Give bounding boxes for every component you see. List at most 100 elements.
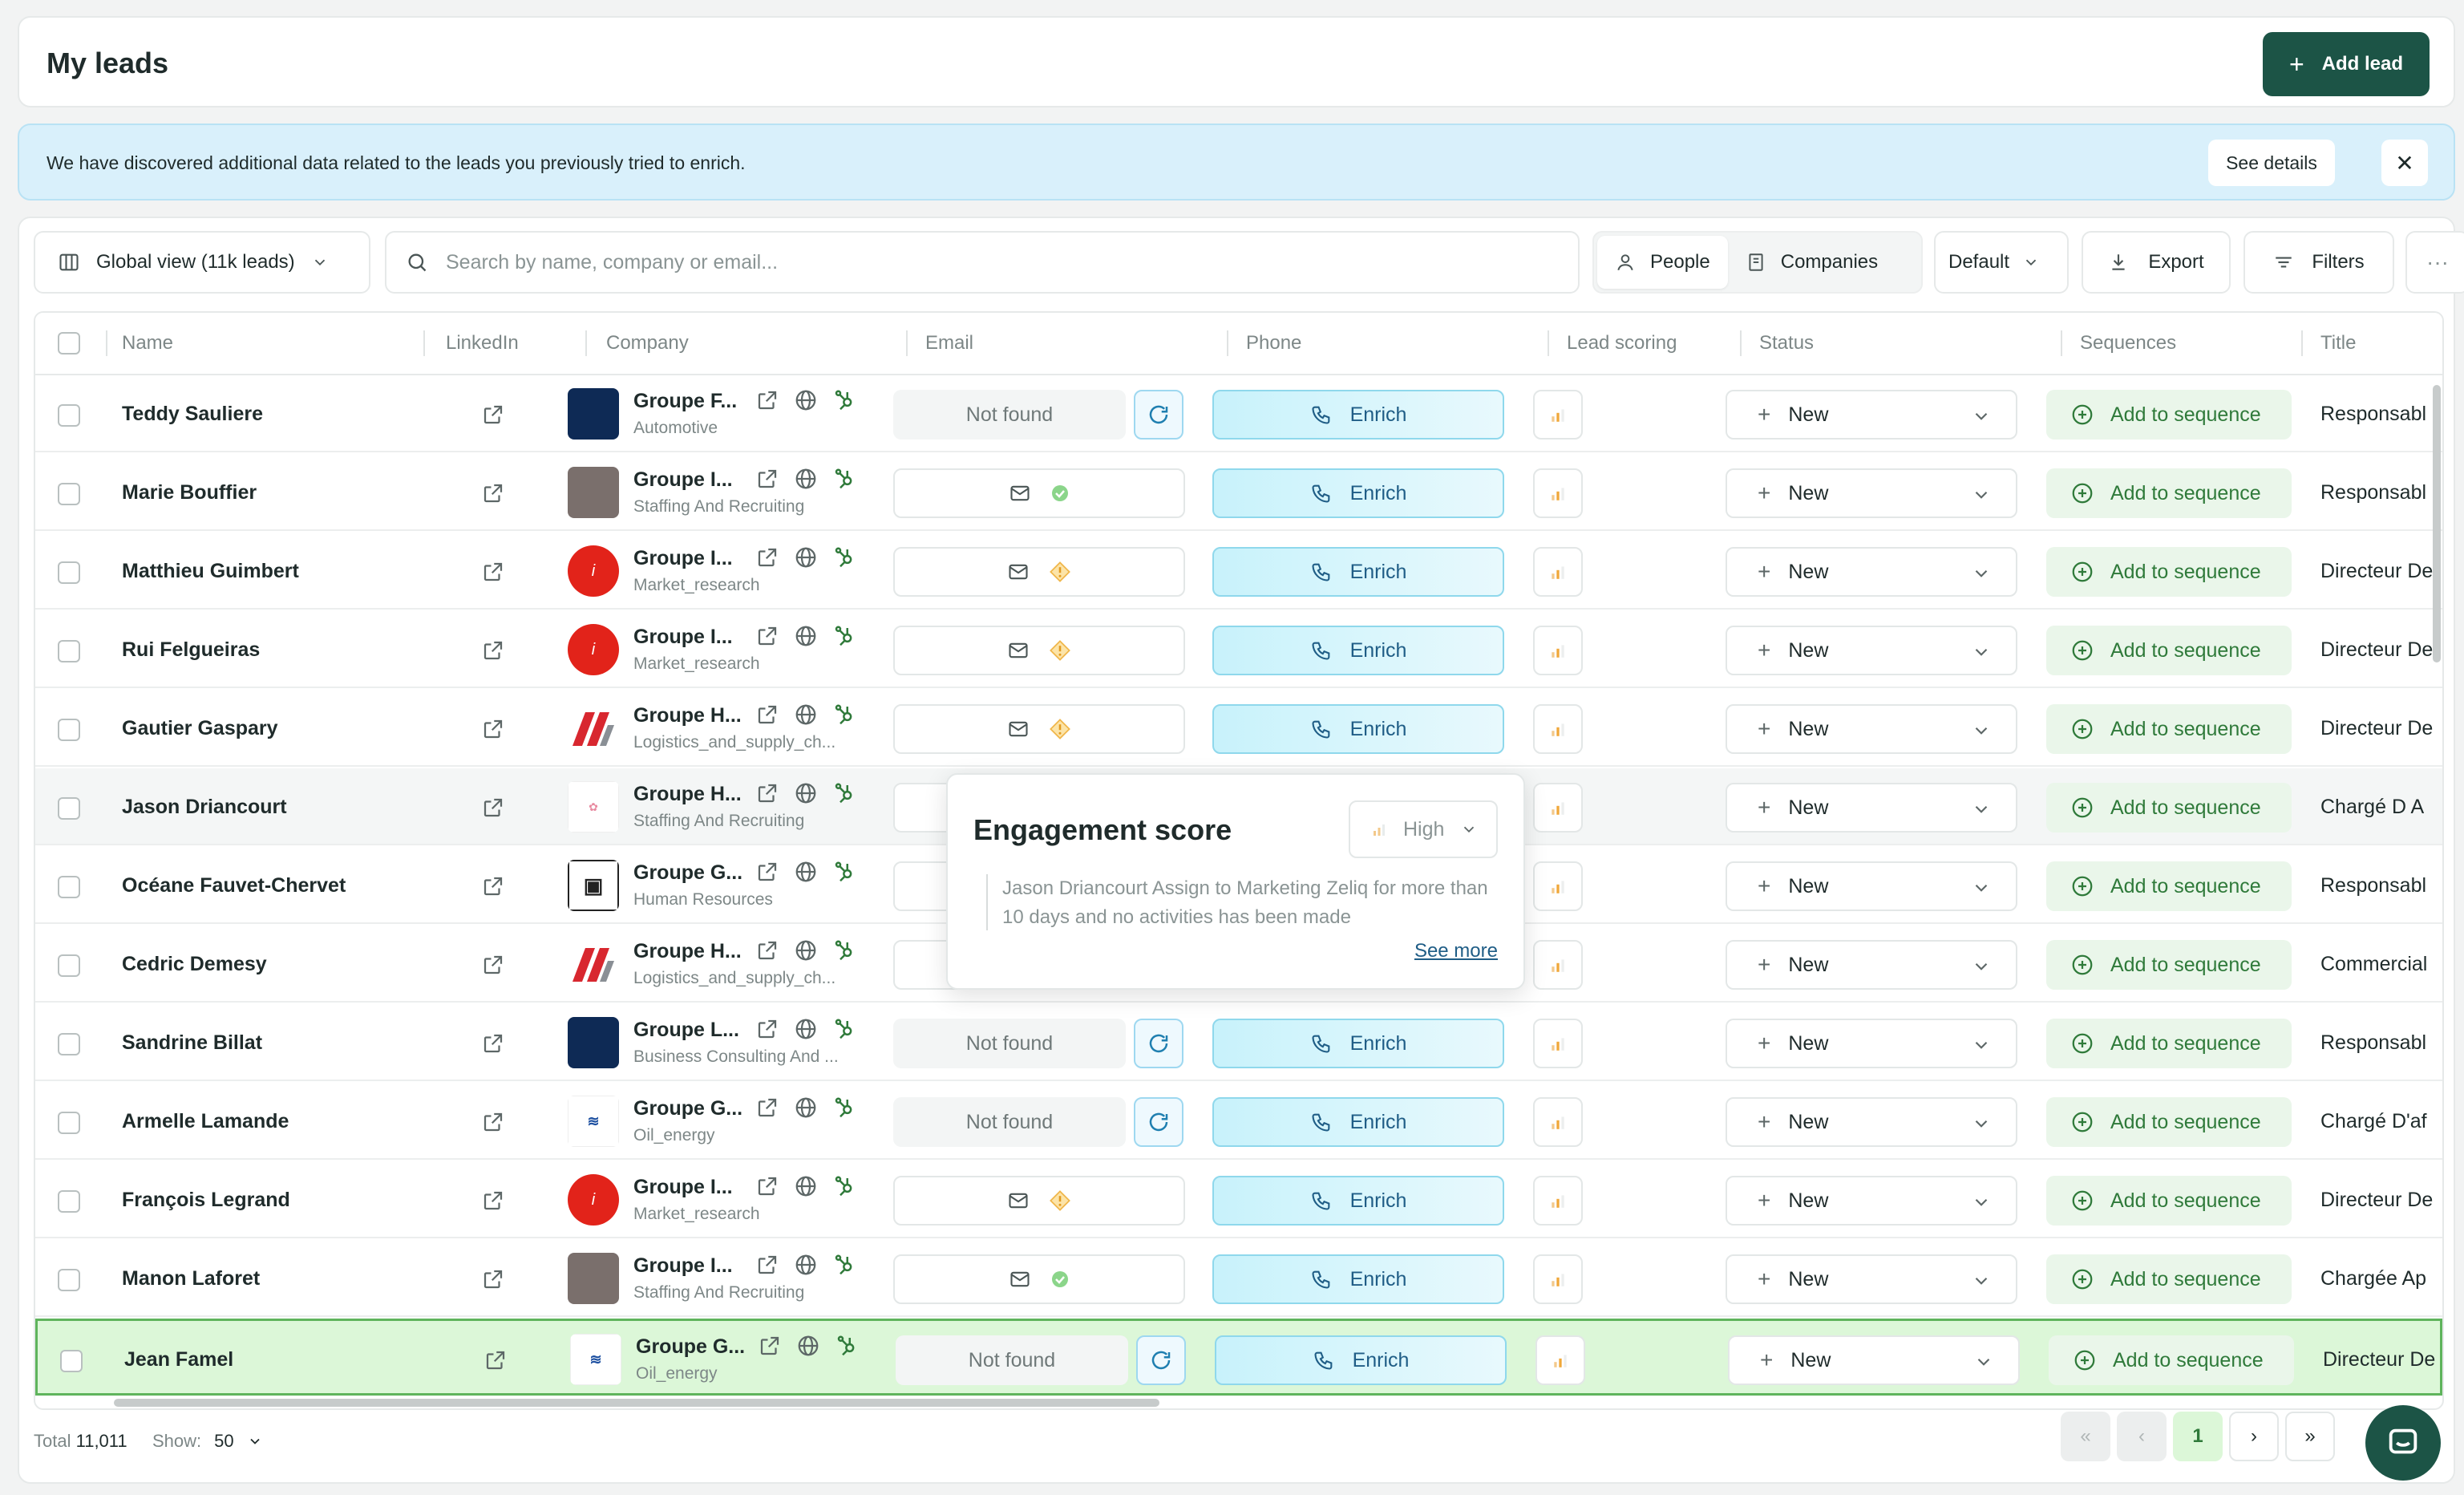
company-link[interactable]	[755, 545, 779, 569]
crm-link[interactable]	[832, 860, 856, 884]
column-company[interactable]: Company	[606, 332, 689, 354]
crm-link[interactable]	[832, 938, 856, 962]
company-website[interactable]	[794, 781, 818, 805]
company-name[interactable]: Groupe G...	[636, 1335, 746, 1358]
crm-link[interactable]	[832, 1017, 856, 1041]
row-checkbox[interactable]	[58, 1033, 80, 1055]
company-link[interactable]	[758, 1334, 782, 1358]
table-row[interactable]: Manon Laforet Groupe I... Staffing And Rec…	[35, 1240, 2442, 1317]
add-to-sequence-button[interactable]: Add to sequence	[2046, 1176, 2292, 1226]
linkedin-link[interactable]	[481, 796, 505, 820]
column-linkedin[interactable]: LinkedIn	[446, 332, 519, 354]
linkedin-link[interactable]	[481, 874, 505, 898]
prev-page-icon[interactable]: ‹	[2117, 1412, 2167, 1461]
company-website[interactable]	[794, 938, 818, 962]
company-name[interactable]: Groupe G...	[633, 1097, 743, 1120]
row-checkbox[interactable]	[58, 1112, 80, 1134]
lead-name[interactable]: Armelle Lamande	[122, 1110, 289, 1132]
search-input[interactable]	[446, 250, 1568, 274]
company-link[interactable]	[755, 781, 779, 805]
page-size-select[interactable]: Show: 50	[152, 1431, 263, 1452]
company-website[interactable]	[794, 1253, 818, 1277]
lead-score[interactable]	[1533, 783, 1583, 833]
table-row[interactable]: Marie Bouffier Groupe I... Staffing And Re…	[35, 454, 2442, 531]
status-select[interactable]: + New	[1726, 390, 2017, 440]
status-select[interactable]: + New	[1726, 940, 2017, 990]
crm-link[interactable]	[832, 467, 856, 491]
lead-name[interactable]: Jean Famel	[124, 1348, 234, 1371]
company-name[interactable]: Groupe I...	[633, 1254, 733, 1277]
lead-score[interactable]	[1533, 861, 1583, 911]
company-name[interactable]: Groupe I...	[633, 626, 733, 648]
first-page-icon[interactable]: «	[2061, 1412, 2110, 1461]
lead-score[interactable]	[1535, 1335, 1585, 1385]
retry-email-button[interactable]	[1134, 1097, 1183, 1147]
company-name[interactable]: Groupe F...	[633, 390, 738, 412]
view-select[interactable]: Global view (11k leads)	[34, 231, 370, 294]
export-button[interactable]: Export	[2082, 231, 2231, 294]
crm-link[interactable]	[832, 1174, 856, 1198]
table-row[interactable]: Sandrine Billat Groupe L... Business Consu…	[35, 1004, 2442, 1081]
company-name[interactable]: Groupe L...	[633, 1019, 739, 1041]
linkedin-link[interactable]	[481, 403, 505, 427]
row-checkbox[interactable]	[58, 404, 80, 427]
lead-score[interactable]	[1533, 940, 1583, 990]
add-to-sequence-button[interactable]: Add to sequence	[2046, 626, 2292, 675]
sort-select[interactable]: Default	[1934, 231, 2069, 294]
enrich-phone-button[interactable]: Enrich	[1212, 626, 1504, 675]
add-lead-button[interactable]: + Add lead	[2263, 32, 2430, 96]
linkedin-link[interactable]	[481, 1189, 505, 1213]
column-status[interactable]: Status	[1759, 332, 1815, 354]
row-checkbox[interactable]	[58, 797, 80, 820]
chat-support-button[interactable]	[2365, 1405, 2441, 1481]
lead-name[interactable]: Rui Felgueiras	[122, 638, 261, 661]
lead-name[interactable]: Marie Bouffier	[122, 481, 257, 504]
column-phone[interactable]: Phone	[1246, 332, 1302, 354]
table-row[interactable]: Teddy Sauliere Groupe F... Automotive Not f…	[35, 375, 2442, 452]
status-select[interactable]: + New	[1726, 626, 2017, 675]
company-link[interactable]	[755, 1017, 779, 1041]
add-to-sequence-button[interactable]: Add to sequence	[2046, 1254, 2292, 1304]
status-select[interactable]: + New	[1726, 547, 2017, 597]
company-website[interactable]	[794, 545, 818, 569]
retry-email-button[interactable]	[1134, 1019, 1183, 1068]
lead-name[interactable]: Océane Fauvet-Chervet	[122, 874, 346, 897]
crm-link[interactable]	[832, 545, 856, 569]
company-website[interactable]	[794, 860, 818, 884]
company-website[interactable]	[794, 624, 818, 648]
row-checkbox[interactable]	[58, 640, 80, 662]
lead-name[interactable]: Manon Laforet	[122, 1267, 261, 1290]
status-select[interactable]: + New	[1726, 783, 2017, 833]
linkedin-link[interactable]	[481, 717, 505, 741]
row-checkbox[interactable]	[58, 561, 80, 584]
company-name[interactable]: Groupe G...	[633, 861, 743, 884]
retry-email-button[interactable]	[1134, 390, 1183, 440]
lead-name[interactable]: Cedric Demesy	[122, 953, 267, 975]
table-row[interactable]: Rui Felgueiras i Groupe I... Market_researc…	[35, 611, 2442, 688]
people-tab[interactable]: People	[1597, 236, 1728, 289]
company-link[interactable]	[755, 1174, 779, 1198]
email-cell[interactable]	[893, 547, 1185, 597]
company-link[interactable]	[755, 388, 779, 412]
row-checkbox[interactable]	[58, 719, 80, 741]
add-to-sequence-button[interactable]: Add to sequence	[2046, 1019, 2292, 1068]
add-to-sequence-button[interactable]: Add to sequence	[2049, 1335, 2294, 1385]
lead-name[interactable]: Matthieu Guimbert	[122, 560, 299, 582]
enrich-phone-button[interactable]: Enrich	[1212, 1254, 1504, 1304]
lead-name[interactable]: Jason Driancourt	[122, 796, 287, 818]
table-row[interactable]: Matthieu Guimbert i Groupe I... Market_rese…	[35, 533, 2442, 610]
status-select[interactable]: + New	[1726, 1019, 2017, 1068]
add-to-sequence-button[interactable]: Add to sequence	[2046, 783, 2292, 833]
status-select[interactable]: + New	[1726, 1254, 2017, 1304]
companies-tab[interactable]: Companies	[1728, 236, 1896, 289]
status-select[interactable]: + New	[1728, 1335, 2020, 1385]
close-icon[interactable]: ✕	[2381, 140, 2428, 186]
crm-link[interactable]	[835, 1334, 859, 1358]
row-checkbox[interactable]	[58, 483, 80, 505]
lead-name[interactable]: Gautier Gaspary	[122, 717, 278, 739]
see-details-button[interactable]: See details	[2208, 140, 2335, 186]
linkedin-link[interactable]	[483, 1348, 508, 1372]
search-box[interactable]	[385, 231, 1580, 294]
engagement-level-select[interactable]: High	[1349, 800, 1498, 858]
add-to-sequence-button[interactable]: Add to sequence	[2046, 468, 2292, 518]
